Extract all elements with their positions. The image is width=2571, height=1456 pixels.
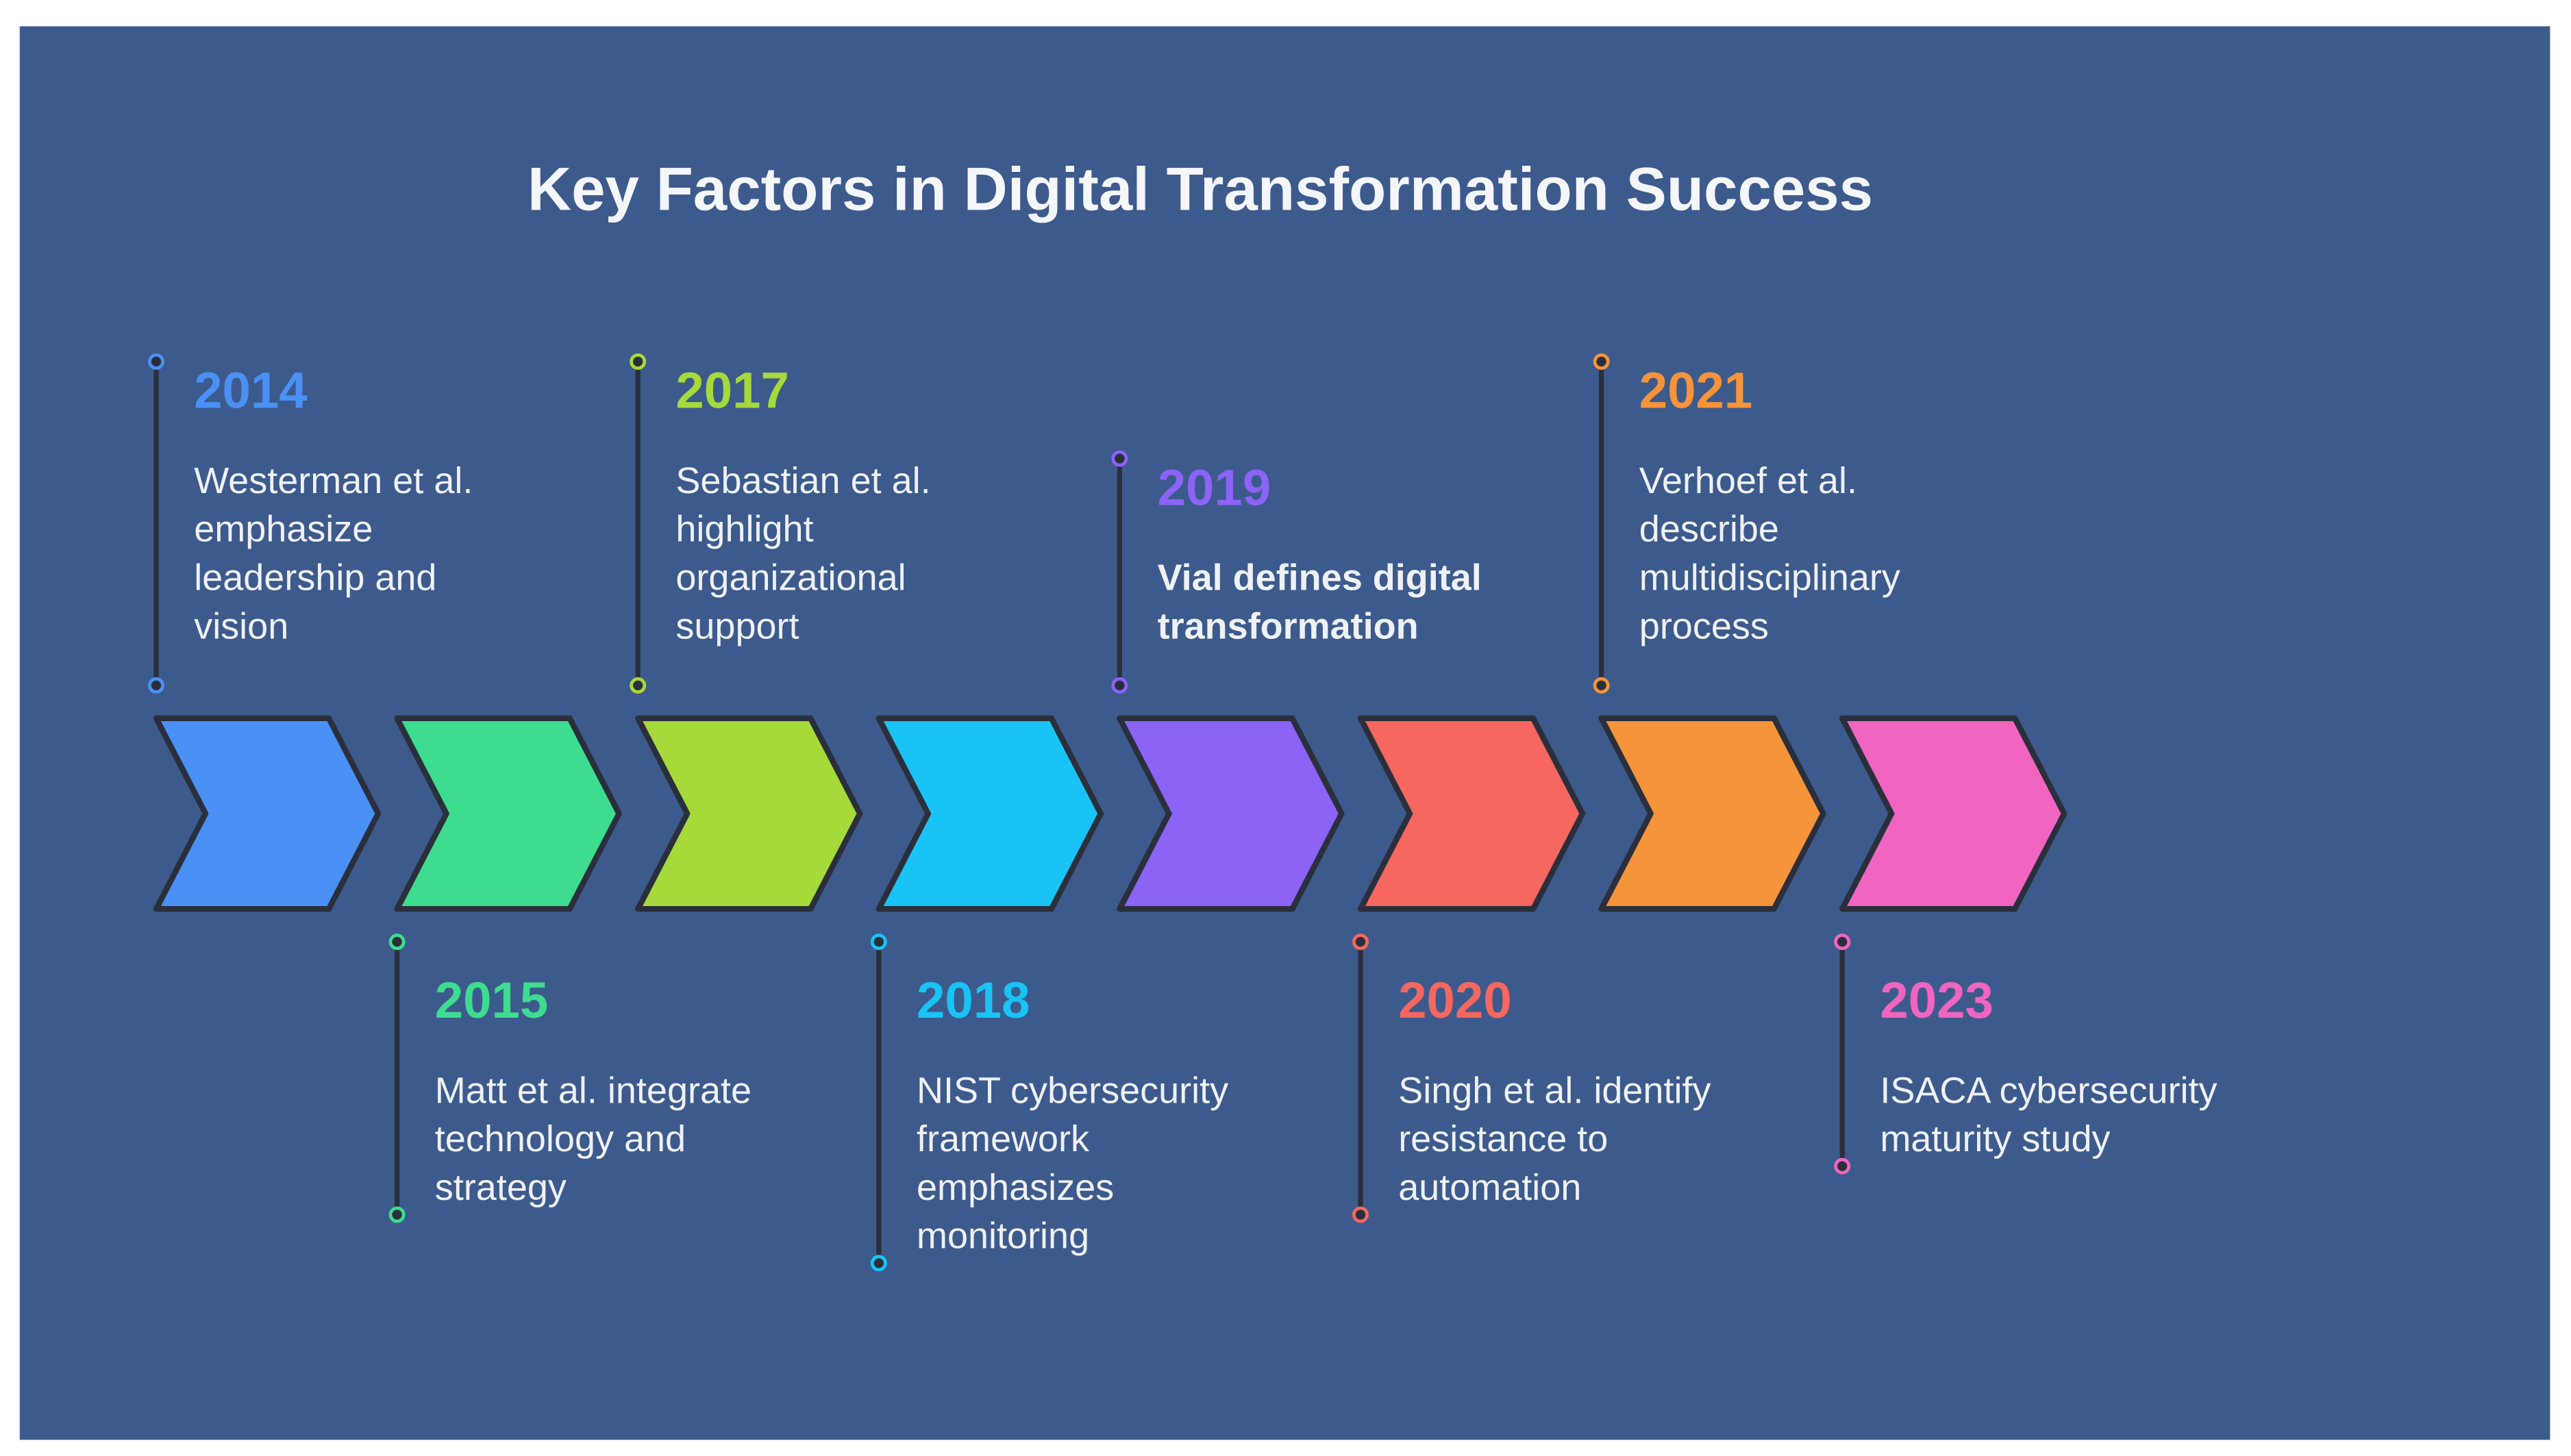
event-description: multidisciplinary (1639, 557, 1900, 598)
event-description: highlight (675, 509, 813, 550)
connector-dot (1593, 353, 1610, 371)
event-year: 2020 (1398, 972, 1512, 1029)
event-description: process (1639, 605, 1769, 647)
event-year: 2023 (1880, 972, 1994, 1029)
event-description: transformation (1158, 605, 1419, 647)
event-description: emphasize (194, 509, 373, 550)
title: Key Factors in Digital Transformation Su… (527, 155, 1873, 223)
event-description: strategy (435, 1167, 567, 1208)
chevron (153, 715, 382, 912)
event-description: Matt et al. integrate (435, 1070, 752, 1111)
event-description: monitoring (917, 1216, 1089, 1257)
event-description: organizational (675, 557, 906, 598)
event-year: 2021 (1639, 362, 1753, 419)
event-year: 2019 (1158, 459, 1271, 516)
connector-dot (1111, 450, 1128, 467)
event-description: NIST cybersecurity (917, 1070, 1228, 1111)
event-description: resistance to (1398, 1118, 1608, 1159)
chevron (634, 715, 863, 912)
connector-dot (1352, 1206, 1369, 1223)
event-description: Singh et al. identify (1398, 1070, 1711, 1111)
event-description: Westerman et al. (194, 460, 473, 501)
event-description: framework (917, 1118, 1090, 1159)
connector-dot (1834, 1157, 1851, 1175)
event-description: Vial defines digital (1158, 557, 1482, 598)
event-description: Sebastian et al. (675, 460, 930, 501)
event-description: leadership and (194, 557, 436, 598)
connector-dot (1593, 677, 1610, 694)
connector-dot (148, 677, 164, 694)
event-description: Verhoef et al. (1639, 460, 1857, 501)
connector-dot (870, 1255, 887, 1272)
event-year: 2015 (435, 972, 548, 1029)
chevron (1598, 715, 1826, 912)
connector-dot (148, 353, 164, 371)
connector-dot (630, 677, 647, 694)
event-description: maturity study (1880, 1118, 2110, 1159)
connector-dot (1834, 933, 1851, 951)
chevron (394, 715, 622, 912)
connector-dot (388, 1206, 406, 1223)
connector-dot (388, 933, 406, 951)
chevron (875, 715, 1104, 912)
chevron (1117, 715, 1345, 912)
event-year: 2017 (675, 362, 788, 419)
event-description: describe (1639, 509, 1779, 550)
chevron (1357, 715, 1586, 912)
connector-dot (870, 933, 887, 951)
chevron (1839, 715, 2067, 912)
event-description: vision (194, 605, 288, 647)
connector-dot (1352, 933, 1369, 951)
event-description: emphasizes (917, 1167, 1114, 1208)
event-year: 2014 (194, 362, 307, 419)
event-description: technology and (435, 1118, 686, 1159)
event-description: support (675, 605, 799, 647)
connector-dot (630, 353, 647, 371)
connector-dot (1111, 677, 1128, 694)
event-year: 2018 (917, 972, 1030, 1029)
event-description: ISACA cybersecurity (1880, 1070, 2217, 1111)
event-description: automation (1398, 1167, 1581, 1208)
